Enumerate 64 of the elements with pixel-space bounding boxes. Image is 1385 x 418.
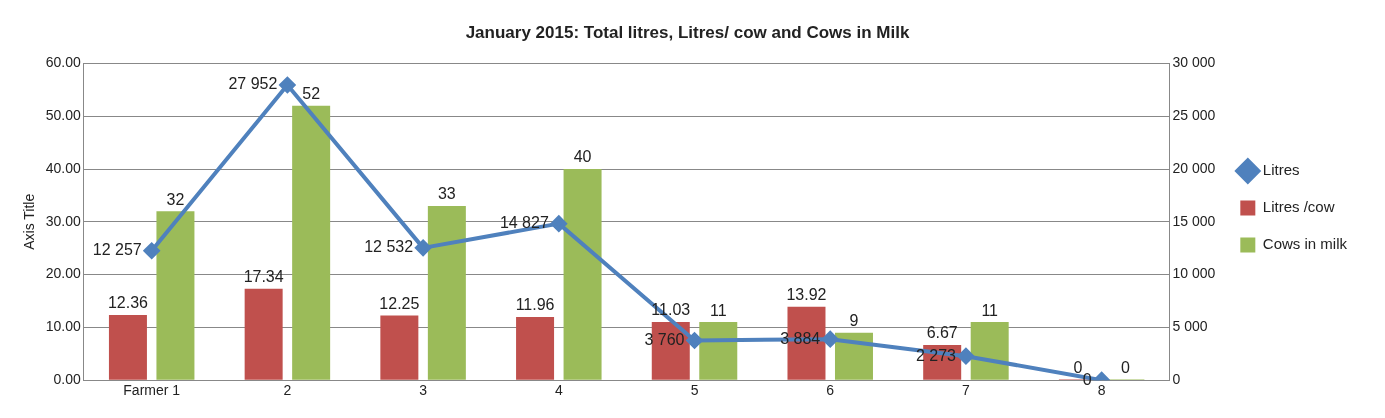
x-tick-label: 5	[690, 382, 699, 399]
x-tick-label: 7	[962, 382, 971, 399]
data-label: 14 827	[499, 214, 549, 232]
bar	[292, 105, 331, 380]
data-label: 33	[437, 185, 456, 203]
y2-tick-label: 20 000	[1172, 159, 1216, 176]
data-label: 9	[849, 312, 859, 330]
legend-label: Litres	[1262, 161, 1300, 179]
point	[143, 242, 160, 259]
data-label: 32	[166, 190, 185, 208]
point	[957, 348, 974, 365]
data-label: 12 532	[364, 238, 414, 256]
data-label: 12 257	[92, 241, 142, 259]
x-tick-label: 8	[1097, 382, 1106, 399]
legend-label: Litres /cow	[1262, 198, 1335, 216]
data-label: 11.96	[515, 296, 555, 314]
y-tick-label: 50.00	[45, 107, 82, 124]
data-label: 12.36	[107, 294, 149, 312]
data-label: 12.25	[379, 294, 420, 312]
point	[279, 77, 296, 94]
y-tick-label: 10.00	[45, 318, 82, 335]
y-tick-label: 60.00	[45, 54, 82, 71]
y-tick-label: 0.00	[53, 371, 82, 388]
data-label: 13.92	[786, 286, 827, 304]
y-tick-label: 20.00	[45, 265, 82, 282]
bar	[563, 169, 602, 380]
data-label: 0	[1120, 358, 1130, 376]
bar	[699, 322, 738, 380]
legend-label: Cows in milk	[1262, 235, 1348, 253]
x-tick-label: 3	[419, 382, 428, 399]
x-tick-label: 6	[826, 382, 835, 399]
bar	[516, 317, 555, 380]
data-label: 17.34	[243, 268, 284, 286]
y2-tick-label: 0	[1172, 371, 1181, 388]
data-label: 6.67	[926, 324, 958, 342]
point	[550, 215, 567, 232]
y2-tick-label: 5 000	[1172, 318, 1208, 335]
bar	[427, 205, 466, 380]
x-tick-label: 2	[283, 382, 292, 399]
bar	[156, 211, 195, 380]
y-axis-title: Axis Title	[21, 193, 38, 250]
y-tick-label: 30.00	[45, 212, 82, 229]
bar	[108, 314, 147, 380]
x-tick-label: Farmer 1	[123, 382, 181, 399]
y2-tick-label: 10 000	[1172, 265, 1216, 282]
data-label: 27 952	[228, 75, 278, 93]
data-label: 52	[302, 85, 321, 103]
data-label: 11	[709, 301, 727, 319]
point	[415, 239, 432, 256]
data-label: 0	[1073, 358, 1083, 376]
bar	[380, 315, 419, 380]
y2-tick-label: 15 000	[1172, 212, 1216, 229]
data-label: 40	[573, 148, 592, 166]
y2-tick-label: 25 000	[1172, 107, 1216, 124]
data-label: 11	[981, 301, 999, 319]
x-tick-label: 4	[554, 382, 563, 399]
chart-title: January 2015: Total litres, Litres/ cow and Cows in Milk	[465, 22, 910, 42]
y2-tick-label: 30 000	[1172, 54, 1216, 71]
point	[686, 332, 703, 349]
point	[822, 331, 839, 348]
y-tick-label: 40.00	[45, 159, 82, 176]
bar	[970, 322, 1009, 380]
bar	[834, 332, 873, 380]
bar	[244, 288, 283, 380]
